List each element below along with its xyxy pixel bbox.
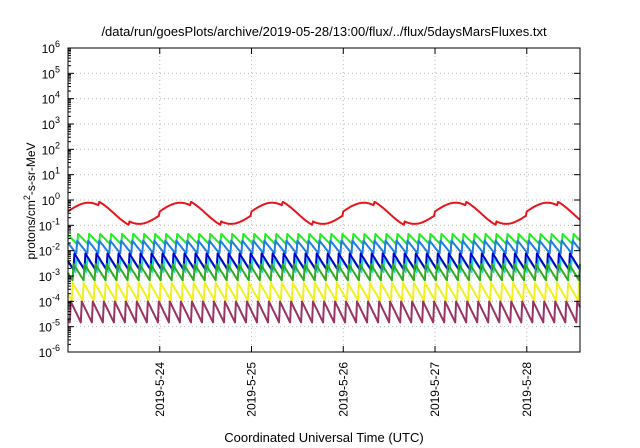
y-tick-exponent: 1 xyxy=(55,166,60,176)
y-tick-exponent: -3 xyxy=(52,267,60,277)
y-tick-label: 10-5 xyxy=(39,318,60,335)
y-tick-base: 10 xyxy=(39,245,53,259)
y-tick-exponent: -4 xyxy=(52,292,60,302)
y-tick-base: 10 xyxy=(42,67,56,81)
y-tick-label: 10-4 xyxy=(39,292,60,309)
y-tick-exponent: 3 xyxy=(55,115,60,125)
y-tick-label: 104 xyxy=(42,90,60,107)
y-tick-exponent: 5 xyxy=(55,64,60,74)
y-axis-label: protons/cm2-s-sr-MeV xyxy=(22,142,38,259)
y-axis-label-base: protons/cm xyxy=(24,200,38,259)
y-tick-exponent: 6 xyxy=(55,39,60,49)
y-tick-label: 10-3 xyxy=(39,267,60,284)
y-tick-exponent: 2 xyxy=(55,140,60,150)
y-tick-base: 10 xyxy=(39,270,53,284)
y-tick-exponent: 0 xyxy=(55,191,60,201)
series-line-5 xyxy=(67,252,581,271)
x-axis-label: Coordinated Universal Time (UTC) xyxy=(224,430,423,445)
y-tick-label: 106 xyxy=(42,39,60,56)
y-tick-label: 105 xyxy=(42,64,60,81)
y-tick-exponent: -1 xyxy=(52,216,60,226)
y-tick-base: 10 xyxy=(42,143,56,157)
y-axis-label-sup: 2 xyxy=(22,195,32,200)
y-tick-label: 10-6 xyxy=(39,343,60,360)
series-group xyxy=(67,200,581,324)
x-tick-label: 2019-5-28 xyxy=(520,362,534,417)
series-line-7 xyxy=(67,282,581,302)
y-tick-label: 10-2 xyxy=(39,242,60,259)
y-tick-label: 10-1 xyxy=(39,216,60,233)
y-tick-exponent: -6 xyxy=(52,343,60,353)
chart-title: /data/run/goesPlots/archive/2019-05-28/1… xyxy=(101,24,547,39)
y-tick-exponent: -5 xyxy=(52,318,60,328)
series-line-6 xyxy=(67,263,581,282)
y-axis-label-rest: -s-sr-MeV xyxy=(24,142,38,195)
y-tick-exponent: 4 xyxy=(55,90,60,100)
y-tick-base: 10 xyxy=(42,118,56,132)
y-tick-base: 10 xyxy=(39,219,53,233)
x-tick-label: 2019-5-25 xyxy=(245,362,259,417)
y-tick-label: 101 xyxy=(42,166,60,183)
x-tick-label: 2019-5-24 xyxy=(153,362,167,417)
y-axis: 10-610-510-410-310-210-11001011021031041… xyxy=(39,39,580,360)
y-tick-label: 100 xyxy=(42,191,60,208)
y-tick-base: 10 xyxy=(42,169,56,183)
y-tick-base: 10 xyxy=(39,346,53,360)
series-line-8 xyxy=(67,300,581,324)
y-tick-base: 10 xyxy=(42,42,56,56)
y-tick-base: 10 xyxy=(39,295,53,309)
y-tick-base: 10 xyxy=(42,194,56,208)
x-axis: 2019-5-24 2019-5-25 2019-5-26 2019-5-27 2019… xyxy=(153,48,534,417)
y-tick-exponent: -2 xyxy=(52,242,60,252)
y-tick-label: 103 xyxy=(42,115,60,132)
x-tick-label: 2019-5-27 xyxy=(428,362,442,417)
x-tick-label: 2019-5-26 xyxy=(336,362,350,417)
y-tick-base: 10 xyxy=(39,321,53,335)
y-tick-base: 10 xyxy=(42,93,56,107)
series-line-3 xyxy=(67,239,581,255)
y-tick-label: 102 xyxy=(42,140,60,157)
series-line-1 xyxy=(67,200,581,226)
